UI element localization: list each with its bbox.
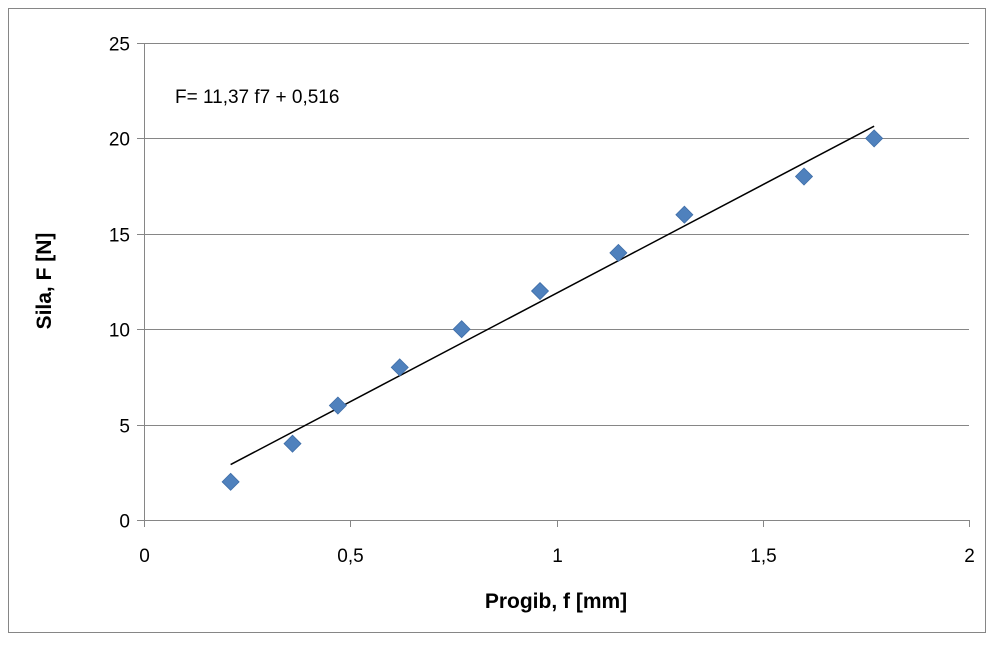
data-point-diamond [283, 434, 302, 453]
trendline-equation: F= 11,37 f7 + 0,516 [175, 87, 339, 108]
x-tick-label: 2 [964, 546, 975, 567]
y-tick-label: 10 [109, 321, 130, 342]
data-point-diamond [452, 320, 471, 339]
y-tick-labels: 0 5 10 15 20 25 [109, 35, 130, 533]
y-tick-label: 15 [109, 226, 130, 247]
data-point-diamond [390, 358, 409, 377]
x-tick-label: 0 [139, 546, 150, 567]
y-tick-label: 0 [119, 512, 130, 533]
axes [137, 43, 970, 527]
data-point-diamond [328, 396, 347, 415]
x-tick-label: 1,5 [750, 546, 776, 567]
data-points [221, 129, 884, 491]
data-point-diamond [675, 205, 694, 224]
x-axis-title: Progib, f [mm] [485, 590, 627, 613]
data-point-diamond [794, 167, 814, 186]
gridlines [144, 43, 969, 426]
x-tick-label: 0,5 [337, 546, 363, 567]
data-point-diamond [865, 129, 884, 148]
y-tick-label: 20 [109, 130, 130, 151]
x-tick-label: 1 [552, 546, 563, 567]
x-tick-labels: 0 0,5 1 1,5 2 [139, 546, 975, 567]
y-tick-label: 25 [109, 35, 130, 56]
data-point-diamond [530, 281, 550, 301]
data-point-diamond [609, 243, 628, 262]
y-tick-label: 5 [119, 417, 130, 438]
y-axis-title: Sila, F [N] [33, 233, 56, 330]
chart-border [8, 8, 986, 633]
data-point-diamond [221, 472, 240, 491]
